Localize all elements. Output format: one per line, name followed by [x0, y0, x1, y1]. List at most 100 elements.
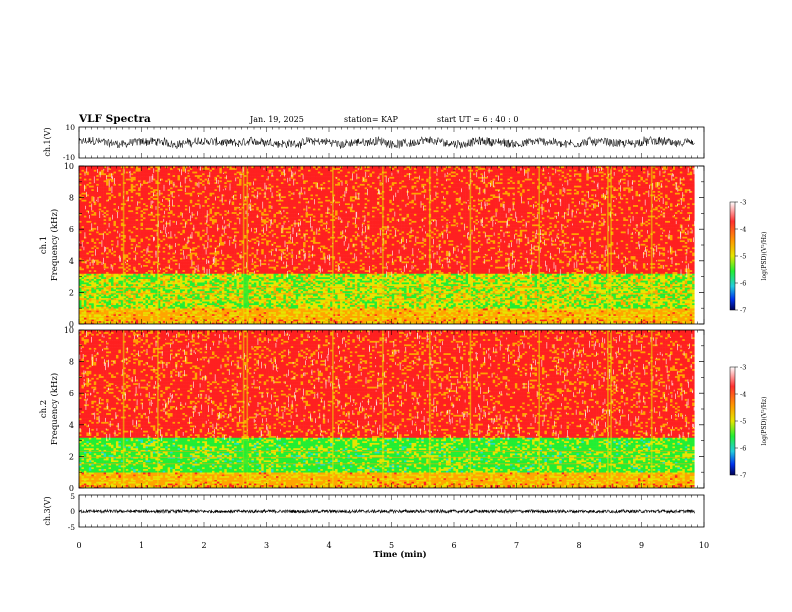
spectrogram-cell [524, 304, 528, 307]
spectrogram-cell [364, 315, 368, 318]
spectrogram-cell [480, 301, 484, 304]
spectrogram-cell [662, 290, 666, 293]
spectrogram-cell [236, 304, 240, 307]
spectrogram-cell [354, 320, 358, 323]
spectrogram-cell [335, 315, 338, 318]
spectrogram-cell [231, 294, 235, 297]
spectrogram-cell [115, 322, 119, 324]
spectrogram-cell [310, 299, 314, 302]
spectrogram-cell [436, 296, 439, 299]
spectrogram-cell [534, 304, 538, 307]
spectrogram-cell [138, 313, 141, 316]
spectrogram-cell [369, 313, 373, 316]
spectrogram-cell [128, 317, 132, 320]
spectrogram-cell [463, 313, 466, 316]
spectrogram-cell [266, 322, 269, 324]
spectrogram-cell [300, 317, 304, 320]
spectrogram-cell [448, 290, 452, 293]
spectrogram-cell [300, 322, 304, 324]
spectrogram-cell [167, 308, 171, 311]
spectrogram-cell [677, 306, 681, 309]
spectrogram-cell [207, 308, 210, 311]
spectrogram-cell [596, 299, 599, 302]
spectrogram-cell [155, 304, 159, 307]
spectrogram-cell [179, 290, 183, 293]
spectrogram-cell [152, 289, 156, 292]
spectrogram-cell [586, 317, 590, 320]
spectrogram-cell [231, 297, 235, 300]
spectrogram-cell [389, 304, 393, 307]
spectrogram-cell [544, 302, 548, 306]
spectrogram-cell [315, 294, 319, 297]
spectrogram-cell [256, 297, 260, 300]
spectrogram-cell [221, 320, 225, 323]
spectrogram-cell [652, 304, 656, 307]
spectrogram-cell [507, 294, 511, 297]
spectrogram-cell [514, 320, 518, 323]
spectrogram-cell [544, 294, 548, 297]
spectrogram-cell [251, 297, 255, 300]
spectrogram-cell [613, 313, 617, 316]
spectrogram-cell [165, 315, 168, 318]
spectrogram-cell [226, 313, 230, 316]
spectrogram-cell [460, 320, 464, 323]
spectrogram-cell [554, 290, 558, 293]
spectrogram-cell [187, 296, 191, 299]
spectrogram-cell [335, 322, 338, 324]
spectrogram-cell [298, 311, 301, 315]
spectrogram-cell [81, 294, 85, 297]
spectrogram-cell [197, 302, 200, 306]
spectrogram-cell [546, 294, 550, 297]
spectrogram-cell [278, 304, 282, 307]
spectrogram-cell [436, 302, 439, 306]
spectrogram-cell [637, 294, 641, 297]
spectrogram-cell [239, 317, 242, 320]
spectrogram-cell [692, 297, 695, 300]
spectrogram-cell [492, 319, 496, 322]
spectrogram-cell [290, 313, 294, 316]
spectrogram-cell [369, 308, 373, 311]
spectrogram-cell [202, 306, 205, 309]
spectrogram-cell [453, 290, 457, 293]
spectrogram-cell [332, 290, 336, 293]
spectrogram-cell [655, 308, 658, 311]
spectrogram-cell [344, 290, 348, 293]
spectrogram-cell [98, 297, 102, 300]
spectrogram-cell [204, 319, 208, 322]
spectrogram-cell [642, 320, 646, 323]
spectrogram-cell [290, 308, 294, 311]
spectrogram-cell [556, 313, 560, 316]
spectrogram-cell [554, 320, 558, 323]
spectrogram-cell [320, 308, 324, 311]
spectrogram-cell [603, 301, 607, 304]
spectrogram-cell [147, 304, 151, 307]
spectrogram-cell [440, 301, 444, 304]
spectrogram-cell [152, 315, 156, 318]
spectrogram-cell [440, 319, 444, 322]
spectrogram-cell [633, 315, 636, 318]
spectrogram-cell [630, 304, 634, 307]
spectrogram-cell [337, 313, 341, 316]
spectrogram-cell [187, 297, 191, 300]
spectrogram-cell [655, 304, 658, 307]
spectrogram-cell [544, 304, 548, 307]
spectrogram-cell [253, 317, 257, 320]
spectrogram-cell [298, 296, 301, 299]
spectrogram-cell [529, 308, 533, 311]
spectrogram-cell [133, 317, 136, 320]
spectrogram-cell [96, 308, 99, 311]
spectrogram-cell [453, 319, 457, 322]
spectrogram-cell [101, 308, 104, 311]
spectrogram-cell [285, 320, 289, 323]
spectrogram-cell [285, 302, 289, 306]
spectrogram-cell [202, 290, 205, 293]
spectrogram-cell [401, 290, 405, 293]
spectrogram-cell [325, 294, 329, 297]
spectrogram-cell [569, 322, 572, 324]
spectrogram-cell [202, 319, 205, 322]
spectrogram-cell [253, 319, 257, 322]
spectrogram-cell [623, 297, 626, 300]
spectrogram-cell [591, 317, 594, 320]
spectrogram-cell [157, 308, 161, 311]
spectrogram-cell [482, 304, 486, 307]
